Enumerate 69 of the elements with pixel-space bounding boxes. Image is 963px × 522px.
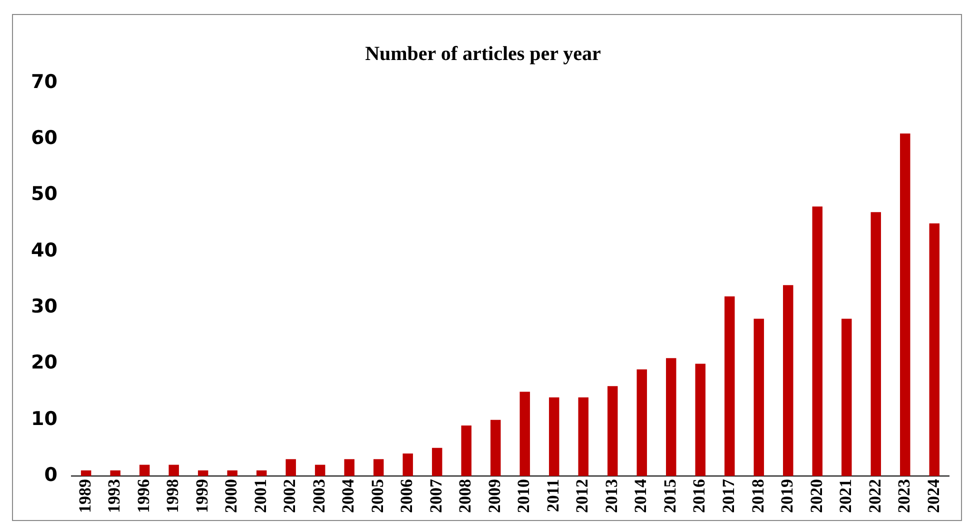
x-tick-label: 2021	[836, 479, 856, 513]
x-tick-label: 2012	[572, 479, 592, 513]
x-tick-label: 2010	[514, 479, 534, 513]
x-tick-label: 1993	[104, 479, 124, 513]
x-tick-label: 2013	[602, 479, 621, 513]
x-tick-label: 2008	[456, 479, 475, 513]
bar	[900, 134, 910, 476]
bar	[432, 448, 442, 476]
x-tick-label: 1999	[192, 479, 212, 513]
bar	[490, 420, 501, 476]
bar	[636, 369, 647, 476]
x-tick-label: 2009	[484, 479, 504, 513]
chart-title: Number of articles per year	[365, 43, 602, 66]
bar	[782, 285, 794, 476]
x-tick-label: 2003	[309, 479, 328, 513]
bar	[198, 470, 208, 476]
x-tick-label: 2000	[222, 479, 241, 513]
x-tick-label: 2022	[865, 479, 884, 513]
x-tick-label: 1996	[134, 479, 153, 513]
x-tick-label: 2023	[894, 479, 914, 513]
bar	[666, 358, 676, 476]
y-tick-label: 60	[30, 127, 58, 150]
x-tick-label: 2004	[338, 478, 358, 513]
bar	[227, 470, 238, 476]
y-tick-label: 50	[30, 183, 58, 206]
bar	[724, 296, 735, 476]
bar	[548, 397, 560, 476]
x-tick-label: 1998	[163, 479, 182, 513]
x-tick-label: 2020	[806, 479, 826, 513]
bar	[607, 386, 618, 476]
bar	[461, 425, 472, 476]
x-tick-label: 2017	[719, 478, 738, 513]
y-tick-label: 70	[30, 70, 58, 93]
bar	[139, 464, 150, 476]
bar	[344, 459, 354, 476]
x-tick-label: 2002	[280, 479, 300, 513]
bar	[314, 464, 326, 476]
bar	[256, 470, 267, 476]
bar	[168, 464, 179, 476]
x-tick-label: 2018	[748, 479, 768, 513]
bar	[812, 206, 822, 476]
x-tick-label: 2011	[543, 479, 562, 512]
bar	[695, 364, 706, 476]
bar	[402, 454, 413, 476]
y-tick-label: 10	[30, 408, 58, 430]
bar	[80, 470, 92, 476]
bar	[520, 392, 530, 476]
y-tick-label: 30	[30, 296, 58, 318]
x-tick-label: 2015	[660, 479, 680, 513]
bar	[286, 459, 296, 476]
y-tick-label: 20	[30, 352, 58, 374]
bar	[842, 318, 852, 476]
bar	[110, 470, 120, 476]
bar	[578, 397, 588, 476]
bar	[929, 223, 940, 476]
x-tick-label: 1989	[75, 479, 94, 513]
x-tick-label: 2005	[368, 479, 387, 513]
x-tick-label: 2016	[690, 479, 709, 513]
bar	[373, 459, 384, 476]
x-tick-label: 2019	[778, 479, 797, 513]
bar	[754, 318, 764, 476]
x-tick-label: 2006	[397, 479, 416, 513]
x-tick-label: 2001	[250, 479, 270, 513]
y-tick-label: 40	[30, 239, 58, 262]
bar	[870, 212, 881, 476]
x-tick-label: 2007	[426, 478, 446, 513]
x-tick-label: 2014	[631, 478, 650, 513]
x-tick-label: 2024	[924, 478, 943, 513]
y-tick-label: 0	[44, 464, 58, 486]
